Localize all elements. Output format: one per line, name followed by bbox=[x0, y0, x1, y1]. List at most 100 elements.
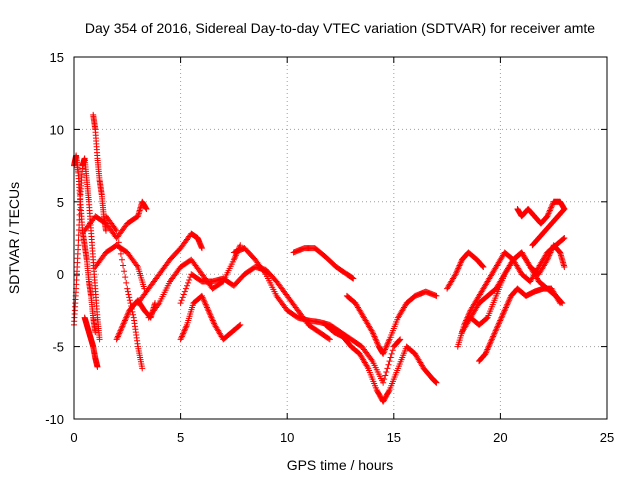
data-point bbox=[182, 324, 189, 331]
data-point bbox=[182, 326, 189, 333]
data-point bbox=[500, 310, 507, 317]
data-point bbox=[544, 213, 551, 220]
data-point bbox=[504, 300, 511, 307]
data-point bbox=[374, 340, 381, 347]
data-point bbox=[493, 324, 500, 331]
data-point bbox=[380, 349, 387, 356]
data-point bbox=[559, 300, 566, 307]
y-tick-label: -10 bbox=[45, 412, 64, 427]
series-arc23 bbox=[444, 249, 487, 292]
data-point bbox=[494, 323, 501, 330]
data-point bbox=[382, 346, 389, 353]
data-point bbox=[121, 318, 128, 325]
series-arc4 bbox=[81, 314, 101, 370]
data-point bbox=[114, 233, 121, 240]
x-tick-label: 25 bbox=[600, 430, 614, 445]
data-point bbox=[483, 347, 490, 354]
data-point bbox=[371, 333, 378, 340]
data-point bbox=[383, 368, 390, 375]
data-point bbox=[506, 297, 513, 304]
data-point bbox=[497, 316, 504, 323]
series-arc22 bbox=[529, 206, 568, 249]
data-point bbox=[116, 245, 123, 252]
data-point bbox=[114, 334, 121, 341]
series-arc1 bbox=[71, 155, 103, 343]
data-point bbox=[501, 307, 508, 314]
data-point bbox=[498, 314, 505, 321]
data-point bbox=[372, 336, 379, 343]
data-point bbox=[382, 345, 389, 352]
data-point bbox=[198, 245, 205, 252]
data-point bbox=[116, 330, 123, 337]
data-point bbox=[545, 210, 552, 217]
data-point bbox=[368, 356, 375, 363]
data-point bbox=[185, 279, 192, 286]
data-point bbox=[548, 204, 555, 211]
data-point bbox=[381, 376, 388, 383]
data-point bbox=[560, 206, 567, 213]
data-point bbox=[326, 336, 333, 343]
data-point bbox=[369, 329, 376, 336]
data-point bbox=[548, 203, 555, 210]
data-point bbox=[75, 242, 82, 249]
x-tick-labels: 0 5 10 15 20 25 bbox=[70, 430, 614, 445]
data-point bbox=[499, 311, 506, 318]
y-tick-label: 10 bbox=[50, 122, 64, 137]
data-point bbox=[126, 297, 133, 304]
data-point bbox=[546, 208, 553, 215]
data-point bbox=[198, 292, 205, 299]
data-point bbox=[486, 342, 493, 349]
data-point bbox=[210, 318, 217, 325]
data-point bbox=[433, 292, 440, 299]
series-arc2 bbox=[71, 152, 99, 336]
data-point bbox=[548, 246, 555, 253]
data-point bbox=[350, 275, 357, 282]
chart-title: Day 354 of 2016, Sidereal Day-to-day VTE… bbox=[85, 20, 595, 36]
data-point bbox=[456, 262, 463, 269]
data-point bbox=[502, 305, 509, 312]
data-point bbox=[94, 363, 101, 370]
data-point bbox=[370, 330, 377, 337]
data-point bbox=[204, 304, 211, 311]
data-point bbox=[204, 305, 211, 312]
data-point bbox=[126, 294, 133, 301]
data-point bbox=[396, 337, 403, 344]
data-point bbox=[453, 268, 460, 275]
data-point bbox=[488, 336, 495, 343]
data-point bbox=[557, 298, 564, 305]
data-point bbox=[237, 321, 244, 328]
data-point bbox=[502, 304, 509, 311]
data-point bbox=[182, 285, 189, 292]
data-point bbox=[546, 252, 553, 259]
data-point bbox=[122, 274, 129, 281]
data-point bbox=[96, 336, 103, 343]
data-point bbox=[484, 346, 491, 353]
data-point bbox=[544, 211, 551, 218]
data-point bbox=[384, 365, 391, 372]
data-point bbox=[179, 332, 186, 339]
x-tick-label: 20 bbox=[493, 430, 507, 445]
data-point bbox=[490, 333, 497, 340]
data-point bbox=[499, 313, 506, 320]
data-point bbox=[497, 317, 504, 324]
data-point bbox=[546, 207, 553, 214]
data-point bbox=[211, 320, 218, 327]
data-point bbox=[206, 310, 213, 317]
data-point bbox=[180, 291, 187, 298]
data-point bbox=[505, 298, 512, 305]
data-point bbox=[125, 291, 132, 298]
series-arc20 bbox=[467, 249, 566, 328]
data-point bbox=[203, 303, 210, 310]
data-point bbox=[186, 276, 193, 283]
data-point bbox=[479, 262, 486, 269]
data-point bbox=[543, 258, 550, 265]
data-point bbox=[139, 365, 146, 372]
data-point bbox=[482, 350, 489, 357]
data-point bbox=[124, 285, 131, 292]
data-point bbox=[178, 334, 185, 341]
data-point bbox=[209, 317, 216, 324]
data-point bbox=[119, 323, 126, 330]
data-point bbox=[372, 334, 379, 341]
data-point bbox=[200, 297, 207, 304]
data-point bbox=[177, 336, 184, 343]
